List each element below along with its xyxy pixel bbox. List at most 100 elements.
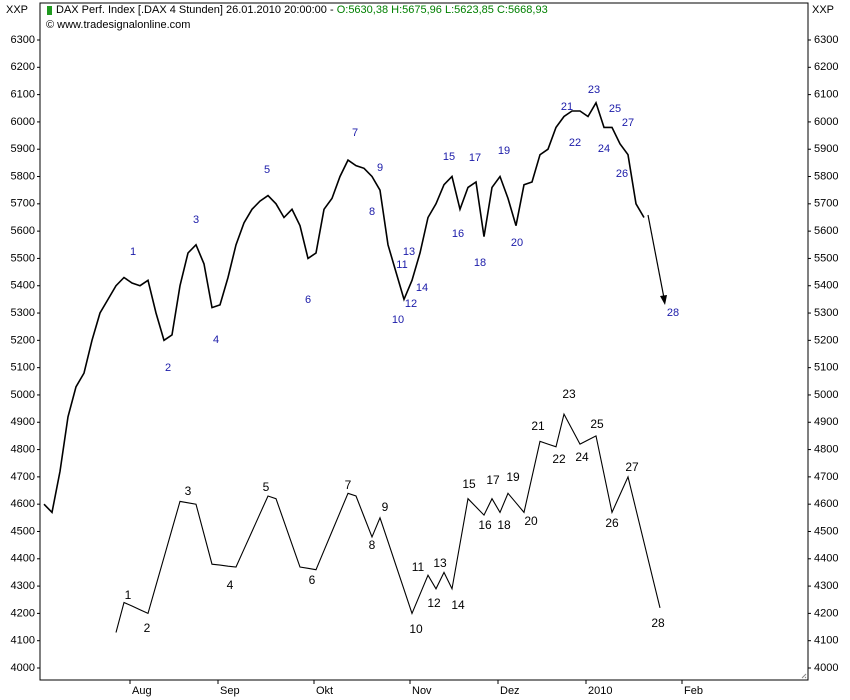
x-tick-label: 2010 — [588, 685, 612, 697]
price-wave-label: 11 — [396, 259, 407, 271]
price-wave-label: 4 — [213, 334, 219, 346]
x-tick-label: Okt — [316, 685, 333, 697]
wave-label: 19 — [506, 470, 520, 484]
y-tick-label: 4000 — [11, 662, 35, 674]
y-tick-label: 5200 — [11, 334, 35, 346]
wave-label: 26 — [605, 516, 619, 530]
y-tick-label: 4300 — [11, 580, 35, 592]
y-tick-label: 6100 — [11, 89, 35, 101]
y-tick-label-right: 5300 — [814, 307, 838, 319]
price-wave-label: 21 — [561, 101, 573, 113]
projection-arrow — [647, 214, 665, 299]
y-tick-label: 5800 — [11, 170, 35, 182]
wave-label: 15 — [462, 477, 476, 491]
wave-label: 25 — [590, 417, 604, 431]
y-tick-label-right: 4000 — [814, 662, 838, 674]
y-tick-label: 4200 — [11, 607, 35, 619]
price-wave-label: 14 — [416, 282, 428, 294]
y-tick-label: 5000 — [11, 389, 35, 401]
y-tick-label-right: 5700 — [814, 198, 838, 210]
x-tick-label: Nov — [412, 685, 432, 697]
price-wave-label: 25 — [609, 103, 621, 115]
x-tick-label: Dez — [500, 685, 520, 697]
y-tick-label-right: 6300 — [814, 34, 838, 46]
price-wave-label: 19 — [498, 145, 510, 157]
wave-label: 18 — [497, 518, 511, 532]
x-tick-label: Sep — [220, 685, 240, 697]
price-wave-label: 23 — [588, 84, 600, 96]
axis-label-right: XXP — [812, 4, 834, 16]
y-tick-label-right: 5200 — [814, 334, 838, 346]
x-tick-label: Feb — [684, 685, 703, 697]
wave-label: 5 — [263, 480, 270, 494]
y-tick-label-right: 6100 — [814, 89, 838, 101]
y-tick-label: 4700 — [11, 471, 35, 483]
axis-label-left: XXP — [6, 4, 28, 16]
y-tick-label-right: 4700 — [814, 471, 838, 483]
price-wave-label: 20 — [511, 237, 523, 249]
wave-label: 24 — [575, 450, 589, 464]
y-tick-label-right: 4900 — [814, 416, 838, 428]
price-wave-label: 8 — [369, 206, 375, 218]
y-tick-label: 6300 — [11, 34, 35, 46]
y-tick-label: 5400 — [11, 280, 35, 292]
wave-label: 28 — [651, 616, 665, 630]
wave-label: 20 — [524, 514, 538, 528]
y-tick-label: 4900 — [11, 416, 35, 428]
y-tick-label: 5700 — [11, 198, 35, 210]
price-wave-label: 27 — [622, 117, 634, 129]
y-tick-label: 4600 — [11, 498, 35, 510]
price-wave-label: 2 — [165, 362, 171, 374]
y-tick-label: 5100 — [11, 362, 35, 374]
arrow-head — [660, 295, 667, 305]
wave-label: 8 — [369, 538, 376, 552]
x-tick-label: Aug — [132, 685, 152, 697]
y-tick-label-right: 4200 — [814, 607, 838, 619]
wave-label: 21 — [531, 419, 545, 433]
y-tick-label-right: 6000 — [814, 116, 838, 128]
price-wave-label: 16 — [452, 228, 464, 240]
resize-grip — [801, 673, 807, 679]
wave-label: 22 — [552, 452, 566, 466]
wave-label: 12 — [427, 596, 441, 610]
wave-label: 7 — [345, 478, 352, 492]
wave-label: 27 — [625, 460, 639, 474]
wave-line — [115, 412, 661, 633]
y-tick-label: 5900 — [11, 143, 35, 155]
y-tick-label: 4500 — [11, 525, 35, 537]
y-tick-label-right: 5800 — [814, 170, 838, 182]
price-wave-label: 13 — [403, 246, 415, 258]
copyright: © www.tradesignalonline.com — [46, 19, 190, 31]
y-tick-label-right: 5000 — [814, 389, 838, 401]
y-tick-label: 4800 — [11, 443, 35, 455]
wave-label: 17 — [486, 473, 500, 487]
y-tick-label-right: 5100 — [814, 362, 838, 374]
header-title: DAX Perf. Index [.DAX 4 Stunden] 26.01.2… — [56, 4, 548, 16]
wave-label: 6 — [309, 573, 316, 587]
y-tick-label-right: 4500 — [814, 525, 838, 537]
price-wave-label: 15 — [443, 151, 455, 163]
y-tick-label: 6000 — [11, 116, 35, 128]
y-tick-label: 5300 — [11, 307, 35, 319]
y-tick-label: 4100 — [11, 635, 35, 647]
y-tick-label-right: 5400 — [814, 280, 838, 292]
price-wave-label: 26 — [616, 168, 628, 180]
price-wave-label: 24 — [598, 143, 610, 155]
price-wave-label: 7 — [352, 127, 358, 139]
title: DAX Perf. Index [.DAX 4 Stunden] 26.01.2… — [56, 4, 334, 16]
price-wave-label: 1 — [130, 246, 136, 258]
price-wave-label: 12 — [405, 298, 417, 310]
y-tick-label-right: 5500 — [814, 252, 838, 264]
y-tick-label-right: 4600 — [814, 498, 838, 510]
y-tick-label: 4400 — [11, 553, 35, 565]
price-wave-label: 18 — [474, 257, 486, 269]
wave-label: 11 — [412, 560, 425, 574]
price-wave-label: 10 — [392, 314, 404, 326]
y-tick-label-right: 5900 — [814, 143, 838, 155]
wave-label: 16 — [478, 518, 492, 532]
y-tick-label: 6200 — [11, 61, 35, 73]
price-wave-label: 17 — [469, 152, 481, 164]
price-wave-label: 5 — [264, 164, 270, 176]
wave-label: 3 — [185, 484, 192, 498]
